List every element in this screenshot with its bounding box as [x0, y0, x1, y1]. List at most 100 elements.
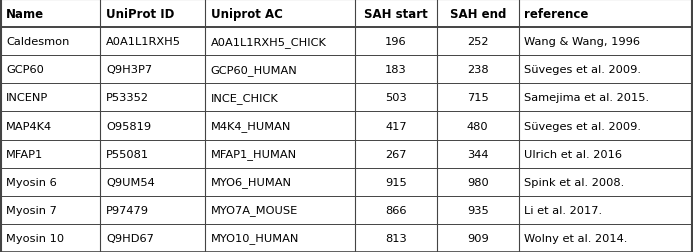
Text: Wolny et al. 2014.: Wolny et al. 2014.: [524, 233, 628, 243]
Text: GCP60: GCP60: [6, 65, 44, 75]
Bar: [205, 196, 355, 224]
Bar: [355, 28, 437, 56]
Text: UniProt ID: UniProt ID: [106, 8, 175, 21]
Text: Caldesmon: Caldesmon: [6, 37, 69, 47]
Text: Q9H3P7: Q9H3P7: [106, 65, 152, 75]
Bar: [1, 168, 100, 196]
Bar: [437, 140, 518, 168]
Text: Myosin 6: Myosin 6: [6, 177, 57, 187]
Text: MAP4K4: MAP4K4: [6, 121, 53, 131]
Bar: [100, 168, 205, 196]
Text: 238: 238: [467, 65, 489, 75]
Text: Myosin 10: Myosin 10: [6, 233, 64, 243]
Text: P55081: P55081: [106, 149, 149, 159]
Bar: [355, 56, 437, 84]
Bar: [355, 168, 437, 196]
Text: P97479: P97479: [106, 205, 149, 215]
Text: Süveges et al. 2009.: Süveges et al. 2009.: [524, 121, 641, 131]
Text: Q9UM54: Q9UM54: [106, 177, 155, 187]
Bar: [205, 56, 355, 84]
Bar: [100, 56, 205, 84]
Text: 915: 915: [385, 177, 407, 187]
Text: Name: Name: [6, 8, 44, 21]
Text: MYO10_HUMAN: MYO10_HUMAN: [211, 232, 299, 243]
Bar: [518, 28, 692, 56]
Bar: [100, 196, 205, 224]
Bar: [518, 0, 692, 28]
Bar: [100, 28, 205, 56]
Bar: [518, 140, 692, 168]
Text: GCP60_HUMAN: GCP60_HUMAN: [211, 65, 297, 76]
Text: 252: 252: [467, 37, 489, 47]
Bar: [205, 168, 355, 196]
Text: A0A1L1RXH5: A0A1L1RXH5: [106, 37, 181, 47]
Bar: [518, 112, 692, 140]
Text: 267: 267: [385, 149, 407, 159]
Bar: [1, 196, 100, 224]
Text: INCE_CHICK: INCE_CHICK: [211, 93, 279, 104]
Bar: [437, 196, 518, 224]
Bar: [355, 0, 437, 28]
Bar: [1, 84, 100, 112]
Text: 935: 935: [467, 205, 489, 215]
Bar: [205, 112, 355, 140]
Bar: [518, 84, 692, 112]
Bar: [437, 56, 518, 84]
Bar: [1, 112, 100, 140]
Bar: [437, 0, 518, 28]
Text: 183: 183: [385, 65, 407, 75]
Bar: [355, 84, 437, 112]
Text: MFAP1_HUMAN: MFAP1_HUMAN: [211, 148, 297, 159]
Bar: [100, 84, 205, 112]
Text: SAH start: SAH start: [364, 8, 428, 21]
Text: 715: 715: [467, 93, 489, 103]
Text: 417: 417: [385, 121, 407, 131]
Text: Samejima et al. 2015.: Samejima et al. 2015.: [524, 93, 649, 103]
Bar: [437, 112, 518, 140]
Text: SAH end: SAH end: [450, 8, 506, 21]
Text: A0A1L1RXH5_CHICK: A0A1L1RXH5_CHICK: [211, 37, 326, 48]
Bar: [437, 28, 518, 56]
Text: INCENP: INCENP: [6, 93, 49, 103]
Bar: [1, 28, 100, 56]
Bar: [518, 196, 692, 224]
Bar: [355, 112, 437, 140]
Bar: [518, 224, 692, 252]
Bar: [205, 140, 355, 168]
Text: 480: 480: [467, 121, 489, 131]
Text: 813: 813: [385, 233, 407, 243]
Text: MYO7A_MOUSE: MYO7A_MOUSE: [211, 204, 298, 215]
Text: Li et al. 2017.: Li et al. 2017.: [524, 205, 602, 215]
Text: MYO6_HUMAN: MYO6_HUMAN: [211, 176, 292, 187]
Bar: [518, 168, 692, 196]
Text: MFAP1: MFAP1: [6, 149, 44, 159]
Text: 196: 196: [385, 37, 407, 47]
Bar: [355, 196, 437, 224]
Bar: [100, 112, 205, 140]
Text: 866: 866: [385, 205, 407, 215]
Text: Q9HD67: Q9HD67: [106, 233, 154, 243]
Bar: [205, 84, 355, 112]
Text: reference: reference: [524, 8, 588, 21]
Bar: [1, 56, 100, 84]
Bar: [437, 168, 518, 196]
Text: Süveges et al. 2009.: Süveges et al. 2009.: [524, 65, 641, 75]
Text: O95819: O95819: [106, 121, 151, 131]
Bar: [100, 0, 205, 28]
Text: 503: 503: [385, 93, 407, 103]
Text: M4K4_HUMAN: M4K4_HUMAN: [211, 120, 291, 132]
Bar: [205, 28, 355, 56]
Bar: [355, 140, 437, 168]
Text: 909: 909: [467, 233, 489, 243]
Bar: [437, 84, 518, 112]
Text: Ulrich et al. 2016: Ulrich et al. 2016: [524, 149, 622, 159]
Bar: [1, 140, 100, 168]
Bar: [437, 224, 518, 252]
Bar: [355, 224, 437, 252]
Text: Uniprot AC: Uniprot AC: [211, 8, 283, 21]
Bar: [1, 224, 100, 252]
Bar: [100, 140, 205, 168]
Text: Wang & Wang, 1996: Wang & Wang, 1996: [524, 37, 640, 47]
Bar: [100, 224, 205, 252]
Text: P53352: P53352: [106, 93, 149, 103]
